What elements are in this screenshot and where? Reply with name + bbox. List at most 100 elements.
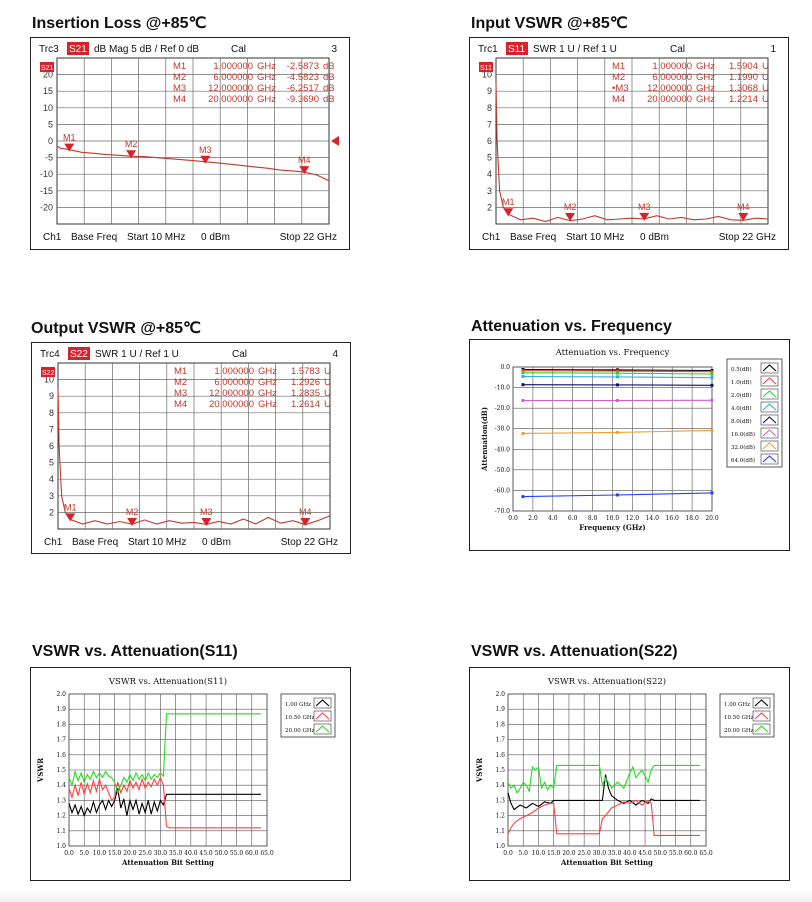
footer-start: Start 10 MHz (566, 232, 624, 243)
marker-table-value: 1.2926 (291, 377, 320, 388)
marker-table-value-unit: U (762, 72, 769, 83)
trace-badge-label: S21 (41, 65, 54, 72)
legend-label: 16.0(dB) (731, 431, 755, 438)
trace-badge-label: S22 (42, 370, 55, 377)
series-point (615, 430, 619, 434)
series-line (68, 776, 261, 829)
marker-triangle (127, 518, 138, 527)
x-tick-label: 10.0 (93, 850, 107, 857)
y-tick-label: 1.2 (495, 813, 505, 820)
marker-table-name: M2 (174, 377, 187, 388)
marker-table-frequency: 12.000000 (208, 83, 253, 94)
marker-table-unit: GHz (258, 366, 277, 377)
header-param-box (68, 347, 90, 360)
legend-swatch-box (760, 440, 779, 452)
x-axis-label: Attenuation Bit Setting (121, 858, 214, 867)
marker-triangle (65, 513, 76, 522)
footer-stop: Stop 22 GHz (719, 232, 776, 243)
trace-badge (479, 62, 493, 72)
legend-label: 20.00 GHz (285, 728, 315, 734)
trace-badge (41, 367, 55, 377)
y-tick-label: 0.0 (500, 364, 510, 371)
series-line (68, 788, 261, 818)
y-tick-label: 1.7 (56, 737, 66, 744)
series-point (710, 383, 714, 387)
y-tick-label: 1.3 (56, 797, 66, 804)
marker-table-name: M1 (173, 61, 186, 72)
x-tick-label: 60.0 (245, 850, 259, 857)
legend-swatch-box (760, 362, 779, 374)
marker-label: M4 (299, 507, 312, 517)
y-tick-label: 1.9 (56, 706, 66, 713)
marker-table-name: M2 (173, 72, 186, 83)
x-axis-label: Frequency (GHz) (579, 523, 645, 532)
y-tick-label: -15 (40, 186, 53, 196)
y-tick-label: 1.0 (56, 843, 66, 850)
y-tick-label: 10 (43, 103, 53, 113)
y-tick-label: 15 (43, 86, 53, 96)
x-tick-label: 10.0 (606, 515, 620, 522)
marker-table-value-unit: U (762, 61, 769, 72)
series-point (521, 369, 525, 373)
series-point (521, 399, 525, 403)
marker-table-value-unit: U (324, 366, 331, 377)
marker-table-value: -9.3690 (287, 94, 319, 105)
marker-table-value-unit: dB (323, 94, 335, 105)
y-tick-label: 8 (49, 408, 54, 418)
y-tick-label: -40.0 (495, 446, 511, 453)
x-tick-label: 2.0 (528, 515, 538, 522)
marker-table-frequency: 6.000000 (213, 72, 253, 83)
marker-table-value: -2.5873 (287, 61, 319, 72)
legend-swatch-icon (762, 442, 777, 450)
marker-label: M3 (638, 202, 651, 212)
footer-base: Base Freq (72, 537, 118, 548)
legend-swatch-icon (754, 712, 769, 720)
y-tick-label: 4 (487, 169, 492, 179)
marker-table-frequency: 6.000000 (652, 72, 692, 83)
marker-label: M2 (564, 202, 577, 212)
marker-label: M2 (125, 139, 138, 149)
y-tick-label: 10 (44, 375, 54, 385)
y-tick-label: -50.0 (495, 467, 511, 474)
y-tick-label: -30.0 (495, 426, 511, 433)
legend-swatch-icon (762, 455, 777, 463)
y-tick-label: 1.5 (495, 767, 505, 774)
marker-label: M3 (199, 145, 212, 155)
x-tick-label: 25.0 (138, 850, 152, 857)
header-cal: Cal (231, 44, 246, 55)
x-tick-label: 0.0 (64, 850, 74, 857)
marker-table-value: 1.3068 (729, 83, 758, 94)
legend-swatch-icon (762, 390, 777, 398)
footer-channel: Ch1 (44, 537, 63, 548)
marker-table-value: 1.1990 (729, 72, 758, 83)
series-point (521, 383, 525, 387)
y-tick-label: 1.6 (495, 752, 505, 759)
marker-label: M2 (126, 507, 139, 517)
marker-table-frequency: 1.000000 (652, 61, 692, 72)
marker-label: M1 (64, 502, 77, 512)
y-tick-label: 1.4 (495, 782, 505, 789)
y-tick-label: 1.0 (495, 843, 505, 850)
x-tick-label: 5.0 (79, 850, 89, 857)
y-tick-label: 1.2 (56, 813, 66, 820)
legend-swatch-icon (315, 725, 330, 733)
header-format: dB Mag 5 dB / Ref 0 dB (94, 44, 199, 55)
y-tick-label: -20.0 (495, 405, 511, 412)
series-point (710, 428, 714, 432)
series-point (615, 369, 619, 373)
y-tick-label: 8 (487, 103, 492, 113)
legend-label: 1.0(dB) (731, 379, 752, 386)
panel-title-attenuation: Attenuation vs. Frequency (471, 318, 672, 335)
x-tick-label: 4.0 (548, 515, 558, 522)
marker-label: M4 (298, 155, 311, 165)
marker-table-unit: GHz (696, 61, 715, 72)
legend-swatch-icon (754, 725, 769, 733)
legend-swatch-icon (754, 699, 769, 707)
series-line (68, 713, 261, 795)
y-tick-label: 2.0 (495, 691, 505, 698)
marker-table-unit: GHz (696, 83, 715, 94)
marker-table-value-unit: dB (323, 72, 335, 83)
legend-swatch-icon (315, 712, 330, 720)
x-tick-label: 20.0 (562, 850, 576, 857)
marker-table-frequency: 12.000000 (647, 83, 692, 94)
